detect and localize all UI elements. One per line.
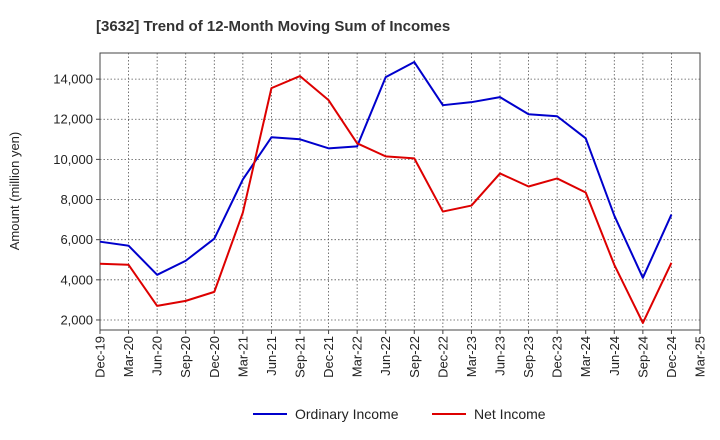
x-tick-label: Mar-21 bbox=[235, 336, 250, 377]
x-tick-label: Dec-20 bbox=[207, 336, 222, 378]
x-tick-label: Mar-20 bbox=[121, 336, 136, 377]
x-tick-label: Jun-20 bbox=[150, 336, 165, 376]
x-tick-label: Mar-22 bbox=[350, 336, 365, 377]
y-tick-label: 2,000 bbox=[60, 312, 93, 327]
y-tick-label: 12,000 bbox=[53, 112, 93, 127]
x-tick-label: Jun-23 bbox=[493, 336, 508, 376]
y-axis-label: Amount (million yen) bbox=[7, 132, 22, 251]
y-tick-label: 8,000 bbox=[60, 192, 93, 207]
x-tick-label: Dec-22 bbox=[435, 336, 450, 378]
y-tick-label: 10,000 bbox=[53, 152, 93, 167]
y-tick-label: 6,000 bbox=[60, 232, 93, 247]
y-tick-label: 14,000 bbox=[53, 72, 93, 87]
x-tick-label: Dec-21 bbox=[321, 336, 336, 378]
x-axis-ticks: Dec-19 Mar-20 Jun-20 Sep-20 Dec-20 Mar-21 Jun-… bbox=[93, 330, 708, 378]
x-tick-label: Sep-21 bbox=[293, 336, 308, 378]
y-axis-ticks: 2,000 4,000 6,000 8,000 10,000 12,000 14,000 bbox=[53, 72, 100, 327]
x-tick-label: Mar-25 bbox=[693, 336, 708, 377]
x-tick-label: Mar-24 bbox=[578, 336, 593, 377]
grid bbox=[99, 53, 701, 330]
x-tick-label: Sep-22 bbox=[407, 336, 422, 378]
x-tick-label: Jun-21 bbox=[264, 336, 279, 376]
x-tick-label: Dec-23 bbox=[550, 336, 565, 378]
plot-area bbox=[99, 52, 701, 331]
x-tick-label: Dec-24 bbox=[664, 336, 679, 378]
x-tick-label: Dec-19 bbox=[93, 336, 108, 378]
x-tick-label: Sep-24 bbox=[635, 336, 650, 378]
series-lines bbox=[99, 61, 673, 324]
legend-label-net-income: Net Income bbox=[474, 406, 546, 422]
x-tick-label: Jun-24 bbox=[607, 336, 622, 376]
x-tick-label: Sep-23 bbox=[521, 336, 536, 378]
y-tick-label: 4,000 bbox=[60, 272, 93, 287]
legend: Ordinary Income Net Income bbox=[253, 406, 546, 422]
x-tick-label: Jun-22 bbox=[378, 336, 393, 376]
legend-label-ordinary-income: Ordinary Income bbox=[295, 406, 399, 422]
x-tick-label: Sep-20 bbox=[178, 336, 193, 378]
chart-title: [3632] Trend of 12-Month Moving Sum of I… bbox=[96, 18, 450, 35]
x-tick-label: Mar-23 bbox=[464, 336, 479, 377]
